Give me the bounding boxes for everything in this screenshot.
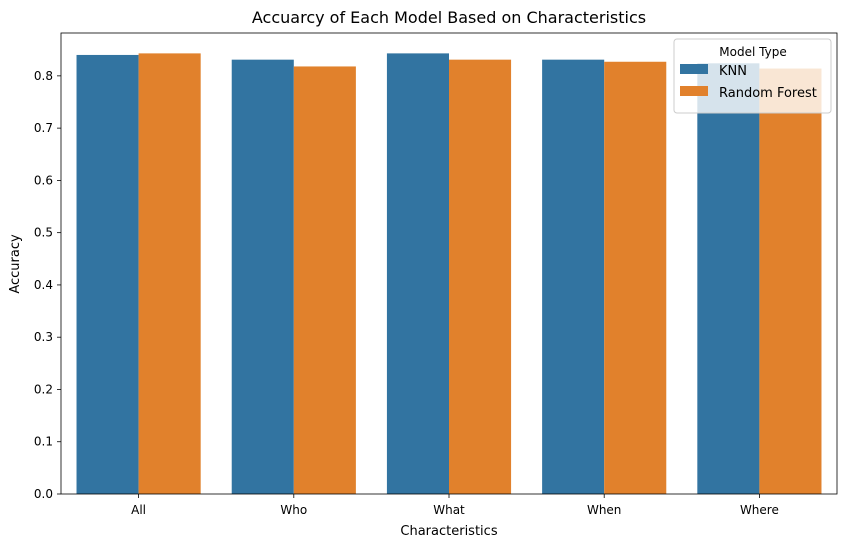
bar-knn-when: [542, 59, 605, 494]
x-tick-label: Who: [280, 503, 307, 517]
legend-box: [673, 38, 832, 114]
x-axis-label: Characteristics: [400, 524, 497, 539]
y-axis-label: Accuracy: [8, 234, 23, 294]
legend-label-knn: KNN: [719, 64, 747, 79]
bar-knn-where: [697, 63, 760, 494]
bar-random-forest-what: [449, 59, 512, 494]
bars-layer: [76, 53, 822, 494]
legend-title: Model Type: [719, 45, 786, 59]
x-tick-label: When: [587, 503, 621, 517]
y-tick-label: 0.3: [34, 330, 53, 344]
y-tick-label: 0.8: [34, 69, 53, 83]
bar-random-forest-all: [138, 53, 201, 494]
y-tick-label: 0.6: [34, 173, 53, 187]
y-tick-label: 0.5: [34, 226, 53, 240]
y-tick-label: 0.0: [34, 487, 53, 501]
x-tick-label: All: [131, 503, 146, 517]
bar-knn-who: [231, 59, 294, 494]
y-tick-label: 0.4: [34, 278, 53, 292]
chart-title: Accuarcy of Each Model Based on Characte…: [252, 8, 646, 27]
y-tick-label: 0.2: [34, 382, 53, 396]
bar-random-forest-where: [759, 68, 822, 494]
y-tick-label: 0.7: [34, 121, 53, 135]
bar-random-forest-who: [293, 66, 356, 494]
legend-label-random-forest: Random Forest: [719, 86, 817, 101]
legend-swatch-random-forest: [680, 86, 708, 96]
bar-random-forest-when: [604, 61, 667, 494]
x-tick-label: Where: [740, 503, 779, 517]
x-axis: All Who What When Where: [131, 494, 779, 517]
legend: Model Type KNN Random Forest: [673, 38, 832, 114]
bar-knn-all: [76, 54, 139, 494]
legend-swatch-knn: [680, 64, 708, 74]
y-axis: 0.0 0.1 0.2 0.3 0.4 0.5 0.6 0.7 0.8: [34, 69, 61, 501]
y-tick-label: 0.1: [34, 435, 53, 449]
bar-knn-what: [386, 53, 449, 494]
x-tick-label: What: [433, 503, 465, 517]
